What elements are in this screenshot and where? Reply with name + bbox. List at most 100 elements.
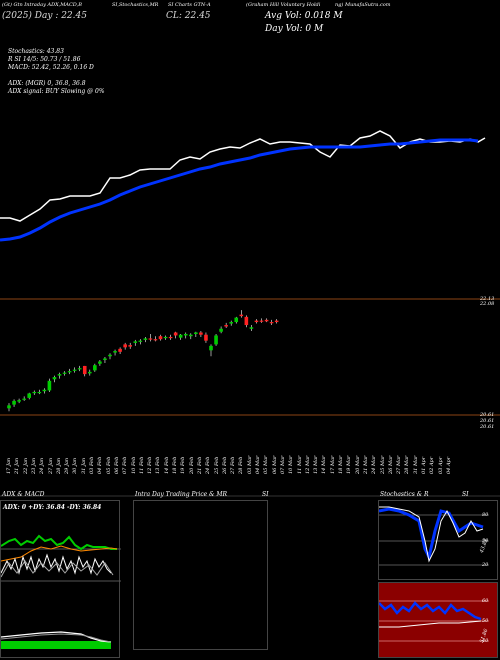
date-tick-label: 27 Mar [396, 455, 403, 474]
stochastics-panel: 80 50 20 43.83 [378, 500, 498, 580]
candle-body [47, 380, 52, 391]
date-tick-label: 05 Mar [263, 455, 270, 474]
date-tick-label: 28 Feb [238, 456, 245, 474]
date-tick-label: 22 Jan [22, 457, 29, 474]
rsi-signal-line [379, 620, 482, 628]
intraday-panel-title: Intra Day Trading Price & MR [135, 491, 228, 498]
candle-body [153, 339, 158, 341]
date-tick-label: 07 Mar [279, 455, 286, 474]
date-tick-label: 14 Mar [321, 455, 328, 474]
date-tick-label: 24 Feb [205, 456, 212, 474]
candle-body [128, 345, 132, 347]
candle-body [67, 371, 72, 373]
candle-body [163, 336, 168, 339]
date-tick-label: 05 Feb [105, 456, 112, 474]
date-tick-label: 07 Feb [122, 456, 129, 474]
candle-body [32, 391, 37, 394]
candle-body [52, 377, 57, 380]
date-tick-label: 11 Feb [138, 456, 145, 474]
price-axis-lower-1: 20.61 [480, 412, 495, 418]
date-tick-label: 11 Mar [296, 455, 303, 474]
candle-body [27, 393, 31, 398]
date-tick-label: 31 Jan [80, 457, 87, 474]
date-tick-label: 27 Jan [47, 457, 54, 474]
date-tick-label: 04 Feb [97, 456, 104, 474]
candle-body [234, 317, 239, 323]
candle-body [17, 400, 21, 402]
adx-readout: ADX: (MGR) 0, 36.8, 36.8 [8, 80, 86, 87]
date-tick-label: 20 Mar [354, 455, 361, 474]
candle-body [62, 372, 67, 374]
candle-body [143, 338, 148, 340]
date-tick-label: 30 Jan [72, 457, 79, 474]
macd-signal-line [1, 633, 112, 643]
header-title-right2: ng) MunafaSutra.com [335, 2, 391, 8]
date-tick-label: 03 Apr [437, 456, 444, 474]
header-title-left: (Gt) Gtn Intraday ADX,MACD,B [2, 2, 82, 8]
candle-body [98, 361, 102, 364]
date-tick-label: 06 Mar [271, 455, 278, 474]
date-tick-label: 13 Mar [313, 455, 320, 474]
date-tick-label: 18 Feb [172, 456, 178, 474]
rsi-axis-50: 50 [482, 618, 489, 624]
date-tick-label: 17 Mar [329, 455, 336, 474]
rsi-axis-60: 60 [482, 598, 489, 604]
candle-body [194, 332, 198, 334]
stoch-d-line [379, 506, 484, 563]
date-tick-label: 23 Jan [30, 457, 37, 474]
candle-body [133, 341, 138, 343]
candle-body [148, 338, 153, 340]
date-tick-label: 17 Jan [6, 457, 12, 474]
candle-body [7, 405, 11, 409]
candle-body [239, 314, 244, 317]
adx-line [1, 553, 112, 575]
stoch-k-line [379, 507, 484, 562]
candle-body [178, 334, 183, 338]
candle-body [264, 319, 269, 322]
avg-volume-label: Avg Vol: 0.018 M [265, 11, 343, 21]
date-tick-label: 27 Feb [230, 456, 237, 474]
stoch-axis-50: 50 [482, 538, 489, 544]
date-tick-label: 24 Jan [39, 457, 46, 474]
candle-body [183, 333, 188, 336]
candle-body [158, 336, 163, 340]
date-tick-label: 03 Mar [246, 455, 253, 474]
date-tick-label: 01 Apr [421, 456, 427, 474]
candle-body [37, 391, 42, 394]
date-tick-label: 18 Mar [338, 455, 344, 474]
stoch-panel-title-2: SI [462, 491, 469, 498]
candle-body [229, 322, 233, 324]
candle-body [72, 369, 77, 371]
date-tick-label: 04 Apr [445, 456, 452, 474]
date-tick-label: 14 Feb [163, 456, 170, 474]
candle-body [123, 344, 127, 348]
date-tick-label: 28 Jan [55, 457, 62, 474]
candle-body [57, 374, 62, 376]
date-tick-label: 21 Feb [196, 456, 203, 474]
date-tick-label: 25 Mar [379, 455, 386, 474]
candle-body [269, 322, 274, 324]
price-axis-lower-3: 20.61 [480, 424, 495, 430]
rsi-axis-40: 40 [482, 638, 489, 644]
date-tick-label: 28 Mar [404, 455, 411, 474]
candle-body [77, 368, 82, 370]
date-tick-label: 21 Jan [14, 457, 21, 474]
date-tick-label: 26 Feb [221, 456, 228, 474]
candle-body [214, 335, 218, 345]
date-tick-label: 24 Mar [371, 455, 378, 474]
candlestick-series [7, 310, 279, 412]
candle-body [259, 320, 264, 322]
candle-body [224, 325, 228, 327]
candle-body [22, 398, 26, 400]
date-tick-label: 26 Mar [387, 455, 394, 474]
stoch-axis-80: 80 [482, 512, 489, 518]
date-tick-label: 10 Feb [130, 456, 137, 474]
date-tick-label: 10 Mar [288, 455, 295, 474]
price-axis-upper-2: 22.08 [480, 301, 495, 307]
header-title-mid2: SI Charts GTN-A [168, 2, 211, 8]
date-tick-label: 25 Feb [213, 456, 220, 474]
candle-body [254, 320, 259, 323]
candle-body [82, 365, 87, 375]
candle-body [103, 358, 107, 360]
